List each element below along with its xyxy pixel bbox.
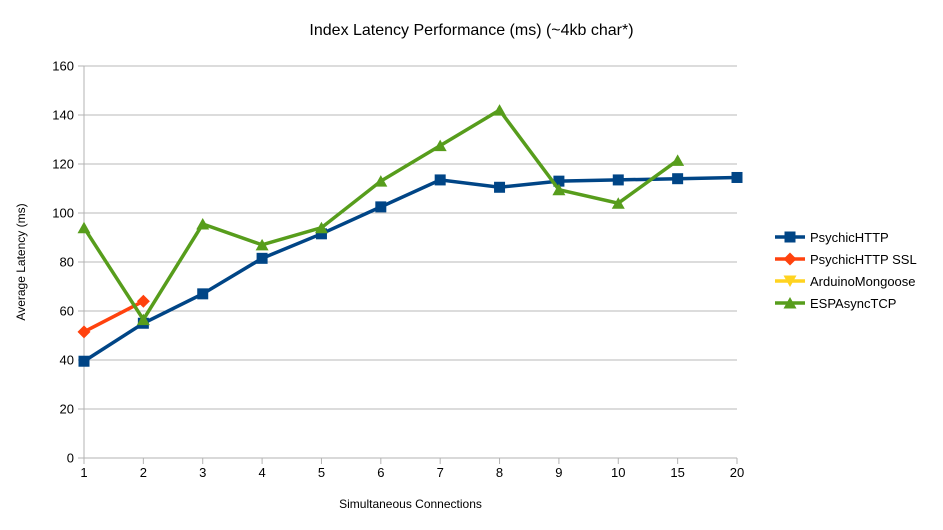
legend-marker-icon [775,275,805,287]
legend-marker-icon [775,231,805,243]
legend-item-label: ESPAsyncTCP [810,295,897,311]
x-axis-title: Simultaneous Connections [339,497,482,511]
legend-item: PsychicHTTP [775,226,917,248]
legend-item: PsychicHTTP SSL [775,248,917,270]
data-point [731,171,743,183]
data-point [552,183,566,196]
data-point [672,173,684,185]
data-point [493,104,507,116]
data-point [77,325,91,339]
legend-item-label: PsychicHTTP [810,229,889,245]
y-tick-label: 60 [60,304,74,319]
legend-marker [783,297,797,309]
x-tick-label: 8 [496,465,503,480]
series-line [82,107,679,323]
data-point [314,221,328,234]
legend-marker [783,252,797,266]
data-point [78,355,90,367]
data-point [256,252,268,264]
x-tick-label: 9 [555,465,562,480]
legend-marker-icon [775,252,805,266]
x-tick-label: 1 [80,465,87,480]
x-tick-label: 15 [670,465,684,480]
y-tick-label: 140 [52,108,74,123]
legend-item-label: PsychicHTTP SSL [810,251,917,267]
data-point [136,313,150,326]
y-tick-label: 160 [52,59,74,74]
data-point [77,221,91,234]
data-point [375,201,387,213]
chart-title: Index Latency Performance (ms) (~4kb cha… [309,22,634,39]
y-tick-label: 20 [60,402,74,417]
x-tick-label: 20 [730,465,744,480]
data-point [255,238,269,251]
x-tick-label: 3 [199,465,206,480]
legend-item-label: ArduinoMongoose [810,273,916,289]
y-axis-title: Average Latency (ms) [14,203,28,321]
x-tick-label: 5 [318,465,325,480]
data-point [494,181,506,193]
y-tick-label: 80 [60,255,74,270]
data-point [374,175,388,187]
legend-marker-icon [775,297,805,309]
data-point [196,218,210,230]
x-tick-label: 10 [611,465,625,480]
legend-marker [783,275,797,287]
y-tick-label: 100 [52,206,74,221]
series-line [83,175,738,363]
x-tick-label: 7 [437,465,444,480]
legend: PsychicHTTP PsychicHTTP SSL ArduinoMongo… [775,226,917,314]
data-point [553,175,565,187]
data-point [434,174,446,186]
data-point [612,174,624,186]
x-tick-label: 6 [377,465,384,480]
legend-item: ArduinoMongoose [775,270,917,292]
data-point [671,154,685,166]
y-tick-label: 0 [67,451,74,466]
data-point [197,288,209,300]
y-tick-label: 120 [52,157,74,172]
x-tick-label: 4 [258,465,265,480]
legend-marker [784,231,796,243]
data-point [611,197,625,209]
legend-item: ESPAsyncTCP [775,292,917,314]
x-tick-label: 2 [140,465,147,480]
data-point [136,294,150,308]
data-point [315,228,327,240]
y-tick-label: 40 [60,353,74,368]
data-point [433,139,447,152]
